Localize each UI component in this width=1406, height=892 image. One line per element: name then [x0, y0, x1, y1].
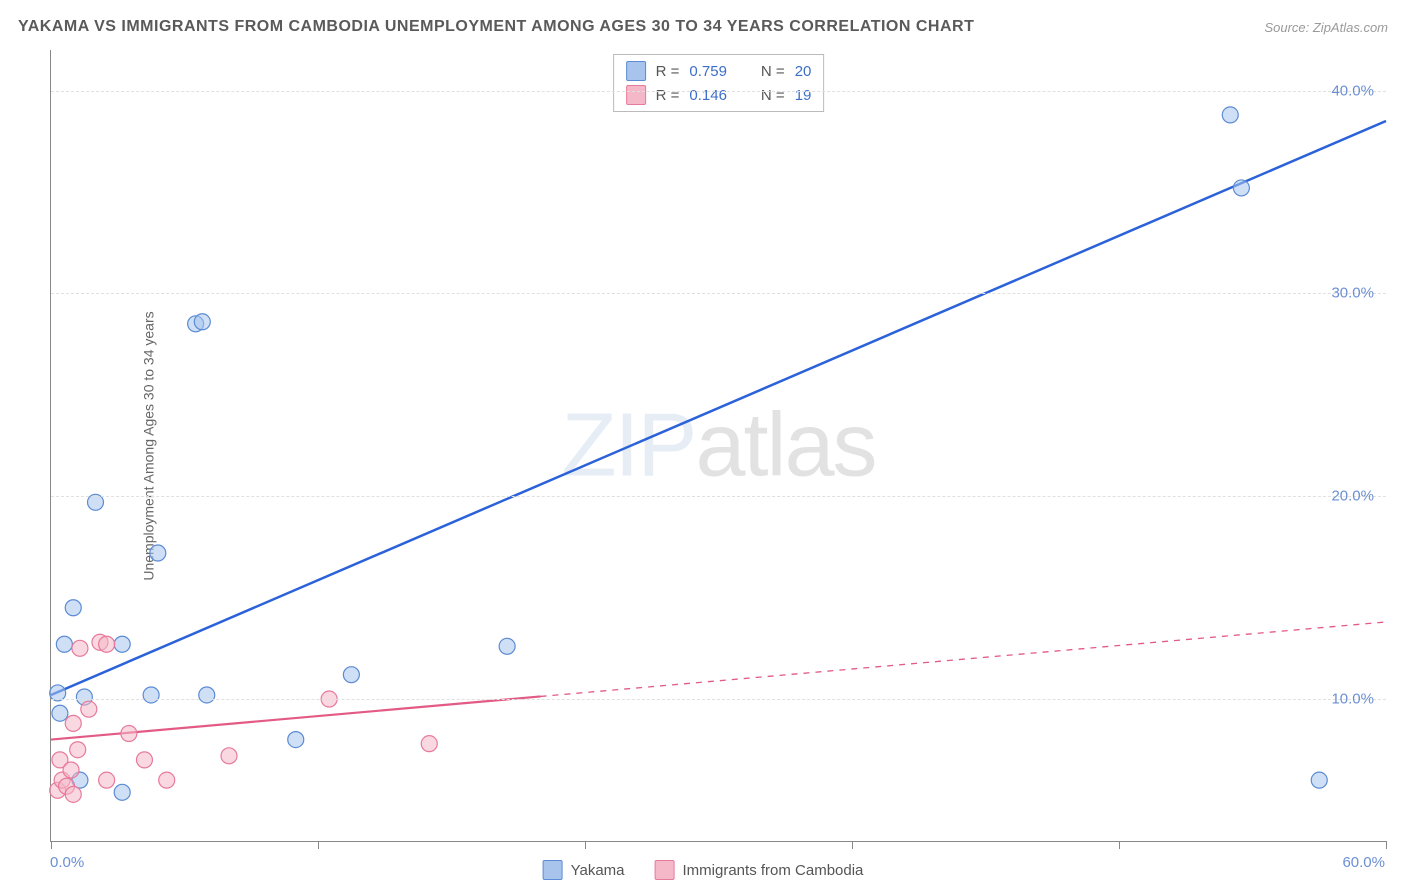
data-point-cambodia [99, 636, 115, 652]
x-tick-label: 0.0% [50, 854, 84, 871]
data-point-cambodia [136, 752, 152, 768]
gridline [51, 496, 1386, 497]
trend-line-dashed-cambodia [541, 622, 1387, 697]
data-point-yakama [194, 314, 210, 330]
data-point-cambodia [63, 762, 79, 778]
gridline [51, 91, 1386, 92]
x-tick [852, 841, 853, 849]
data-point-yakama [343, 667, 359, 683]
y-tick-label: 10.0% [1331, 691, 1374, 708]
data-point-yakama [114, 636, 130, 652]
trend-line-yakama [51, 121, 1386, 695]
series-legend-item-cambodia: Immigrants from Cambodia [655, 860, 864, 880]
data-point-cambodia [70, 742, 86, 758]
data-point-cambodia [65, 786, 81, 802]
source-label: Source: ZipAtlas.com [1264, 20, 1388, 35]
legend-swatch-cambodia [655, 860, 675, 880]
data-point-cambodia [65, 715, 81, 731]
data-point-cambodia [72, 640, 88, 656]
data-point-yakama [65, 600, 81, 616]
data-point-yakama [199, 687, 215, 703]
x-tick-label: 60.0% [1342, 854, 1385, 871]
data-point-cambodia [221, 748, 237, 764]
scatter-plot-svg [51, 50, 1386, 841]
data-point-yakama [150, 545, 166, 561]
data-point-cambodia [159, 772, 175, 788]
x-tick [1386, 841, 1387, 849]
y-tick-label: 20.0% [1331, 488, 1374, 505]
data-point-yakama [1311, 772, 1327, 788]
y-tick-label: 30.0% [1331, 285, 1374, 302]
data-point-yakama [1233, 180, 1249, 196]
data-point-yakama [114, 784, 130, 800]
data-point-cambodia [121, 726, 137, 742]
data-point-yakama [499, 638, 515, 654]
series-label: Yakama [571, 862, 625, 879]
x-tick [585, 841, 586, 849]
x-tick [1119, 841, 1120, 849]
x-tick [51, 841, 52, 849]
data-point-yakama [143, 687, 159, 703]
data-point-cambodia [99, 772, 115, 788]
gridline [51, 699, 1386, 700]
x-tick [318, 841, 319, 849]
series-legend: Yakama Immigrants from Cambodia [543, 860, 864, 880]
data-point-yakama [288, 732, 304, 748]
series-legend-item-yakama: Yakama [543, 860, 625, 880]
chart-title: YAKAMA VS IMMIGRANTS FROM CAMBODIA UNEMP… [18, 18, 974, 36]
chart-plot-area: ZIPatlas R =0.759N =20R =0.146N =19 10.0… [50, 50, 1386, 842]
data-point-cambodia [81, 701, 97, 717]
data-point-yakama [1222, 107, 1238, 123]
data-point-yakama [52, 705, 68, 721]
y-tick-label: 40.0% [1331, 82, 1374, 99]
data-point-cambodia [421, 736, 437, 752]
legend-swatch-yakama [543, 860, 563, 880]
gridline [51, 293, 1386, 294]
data-point-yakama [56, 636, 72, 652]
series-label: Immigrants from Cambodia [683, 862, 864, 879]
